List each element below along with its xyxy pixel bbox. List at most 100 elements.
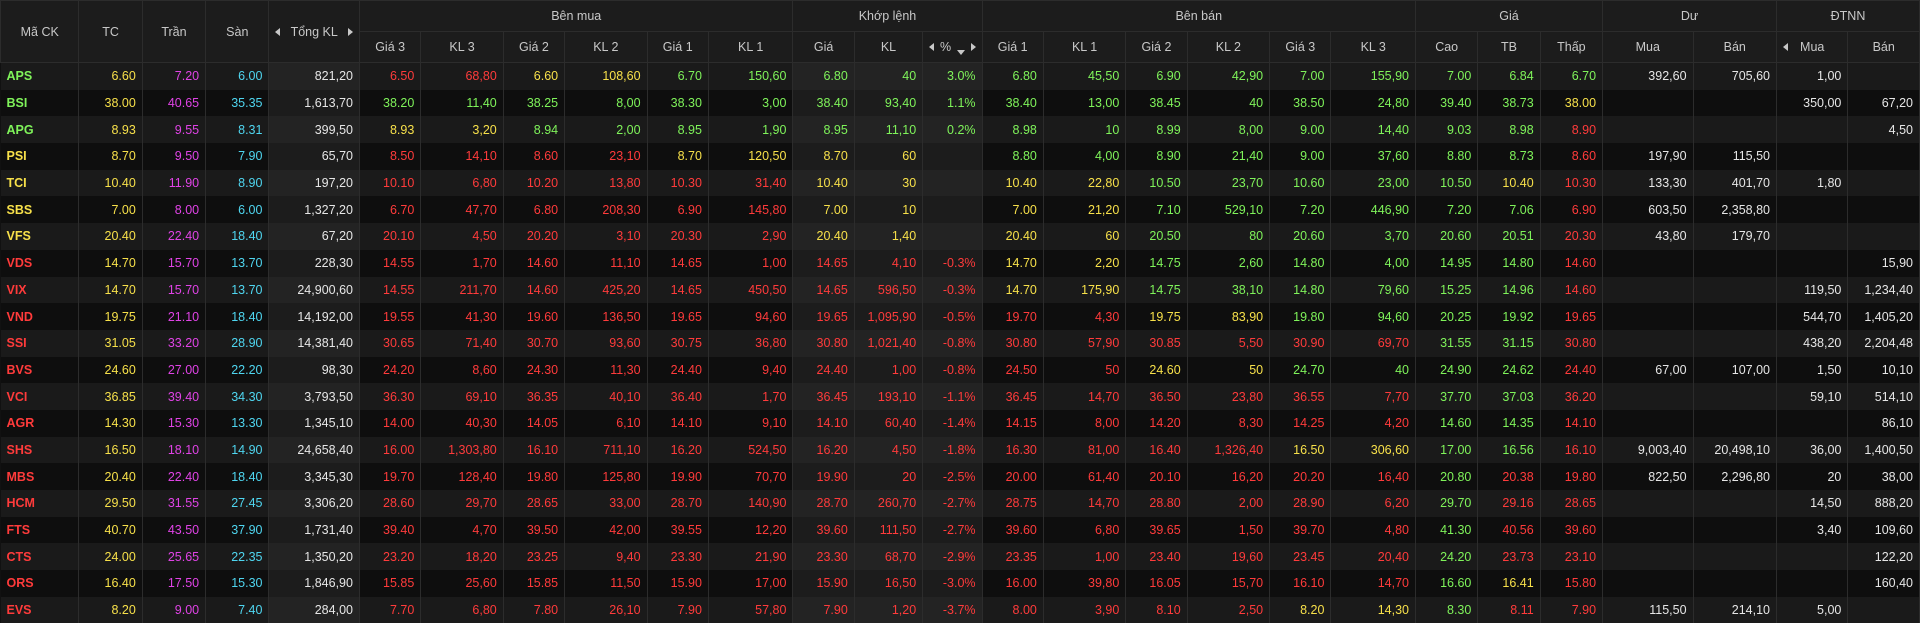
cell-symbol[interactable]: VCI <box>0 383 80 410</box>
cell-ceiling-price: 9.00 <box>142 596 207 623</box>
table-row[interactable]: BSI 38.00 40.65 35.35 1,613,70 38.20 11,40 38.2… <box>0 89 1920 117</box>
cell-symbol[interactable]: VFS <box>0 223 80 250</box>
header-sell-price1[interactable]: Giá 1 <box>981 31 1044 63</box>
cell-symbol[interactable]: SSI <box>0 329 80 357</box>
table-row[interactable]: APG 8.93 9.55 8.31 399,50 8.93 3,20 8.94 2,00 8.9… <box>0 116 1920 144</box>
table-row[interactable]: VFS 20.40 22.40 18.40 67,20 20.10 4,50 20.20 3,1… <box>0 223 1920 250</box>
cell-symbol[interactable]: CTS <box>0 543 80 571</box>
sort-desc-icon[interactable] <box>956 49 965 55</box>
header-match-volume[interactable]: KL <box>853 31 924 63</box>
cell-symbol[interactable]: PSI <box>0 143 80 170</box>
header-sell-price3[interactable]: Giá 3 <box>1269 31 1332 63</box>
cell-high: 31.55 <box>1415 329 1479 357</box>
table-row[interactable]: PSI 8.70 9.50 7.90 65,70 8.50 14,10 8.60 23,10 8.… <box>0 143 1920 170</box>
table-row[interactable]: MBS 20.40 22.40 18.40 3,345,30 19.70 128,40 19.… <box>0 463 1920 490</box>
header-avg[interactable]: TB <box>1477 31 1541 63</box>
cell-surplus-buy <box>1602 276 1694 304</box>
header-sell-vol2[interactable]: KL 2 <box>1186 31 1271 63</box>
cell-buy-vol2: 711,10 <box>564 436 648 464</box>
cell-sell-vol2: 8,30 <box>1187 409 1271 437</box>
cell-ref-price: 38.00 <box>78 89 143 117</box>
toggle-left-icon[interactable] <box>929 43 935 51</box>
header-total-volume[interactable]: Tổng KL <box>268 0 360 63</box>
table-row[interactable]: VDS 14.70 15.70 13.70 228,30 14.55 1,70 14.60 11… <box>0 249 1920 277</box>
cell-symbol[interactable]: VDS <box>0 249 80 277</box>
table-row[interactable]: HCM 29.50 31.55 27.45 3,306,20 28.60 29,70 28.6… <box>0 490 1920 517</box>
cell-symbol[interactable]: BSI <box>0 89 80 117</box>
table-row[interactable]: FTS 40.70 43.50 37.90 1,731,40 39.40 4,70 39.50… <box>0 516 1920 544</box>
header-symbol[interactable]: Mã CK <box>0 0 80 63</box>
cell-buy-vol1: 3,00 <box>708 89 794 117</box>
cell-foreign-sell: 1,405,20 <box>1847 303 1920 330</box>
table-row[interactable]: VND 19.75 21.10 18.40 14,192,00 19.55 41,30 19.… <box>0 303 1920 330</box>
header-surplus-buy[interactable]: Mua <box>1602 31 1694 63</box>
table-row[interactable]: CTS 24.00 25.65 22.35 1,350,20 23.20 18,20 23.2… <box>0 543 1920 571</box>
cell-sell-price3: 20.20 <box>1269 463 1332 490</box>
cell-symbol[interactable]: AGR <box>0 409 80 437</box>
cell-surplus-buy: 197,90 <box>1602 143 1694 170</box>
header-buy-vol1[interactable]: KL 1 <box>707 31 794 63</box>
header-buy-price1[interactable]: Giá 1 <box>646 31 709 63</box>
foreign-left-icon[interactable] <box>1783 43 1788 51</box>
header-sell-vol3[interactable]: KL 3 <box>1330 31 1416 63</box>
scroll-left-icon[interactable] <box>275 27 281 36</box>
cell-foreign-buy <box>1776 409 1849 437</box>
cell-symbol[interactable]: VND <box>0 303 80 330</box>
header-price-group: Giá <box>1414 0 1604 32</box>
cell-foreign-buy: 3,40 <box>1776 516 1849 544</box>
cell-match-volume: 30 <box>854 169 924 197</box>
header-match-percent[interactable]: % <box>922 31 983 63</box>
header-sell-price2[interactable]: Giá 2 <box>1125 31 1188 63</box>
header-high[interactable]: Cao <box>1414 31 1479 63</box>
cell-symbol[interactable]: SBS <box>0 196 80 224</box>
header-foreign-buy[interactable]: Mua <box>1775 31 1849 63</box>
cell-foreign-buy <box>1776 570 1849 597</box>
header-floor[interactable]: Sàn <box>205 0 270 63</box>
cell-symbol[interactable]: BVS <box>0 356 80 384</box>
table-row[interactable]: VIX 14.70 15.70 13.70 24,900,60 14.55 211,70 14… <box>0 276 1920 304</box>
cell-symbol[interactable]: SHS <box>0 436 80 464</box>
cell-buy-price3: 14.55 <box>359 276 422 304</box>
cell-symbol[interactable]: ORS <box>0 570 80 597</box>
cell-buy-price3: 19.70 <box>359 463 422 490</box>
header-buy-price3[interactable]: Giá 3 <box>358 31 422 63</box>
table-row[interactable]: EVS 8.20 9.00 7.40 284,00 7.70 6,80 7.80 26,10 7.… <box>0 596 1920 623</box>
cell-avg: 14.80 <box>1477 249 1541 277</box>
cell-buy-vol3: 11,40 <box>420 89 504 117</box>
header-foreign-sell[interactable]: Bán <box>1847 31 1920 63</box>
table-row[interactable]: AGR 14.30 15.30 13.30 1,345,10 14.00 40,30 14.0… <box>0 409 1920 437</box>
header-sell-vol1[interactable]: KL 1 <box>1042 31 1127 63</box>
cell-ceiling-price: 18.10 <box>142 436 207 464</box>
header-buy-vol2[interactable]: KL 2 <box>564 31 648 63</box>
header-ref[interactable]: TC <box>78 0 143 63</box>
table-row[interactable]: APS 6.60 7.20 6.00 821,20 6.50 68,80 6.60 108,60… <box>0 62 1920 90</box>
cell-symbol[interactable]: TCI <box>0 169 80 197</box>
cell-floor-price: 6.00 <box>205 196 270 224</box>
header-ceiling[interactable]: Trần <box>141 0 207 63</box>
scroll-right-icon[interactable] <box>347 27 353 36</box>
header-low[interactable]: Thấp <box>1539 31 1604 63</box>
cell-symbol[interactable]: MBS <box>0 463 80 490</box>
cell-symbol[interactable]: FTS <box>0 516 80 544</box>
table-row[interactable]: SBS 7.00 8.00 6.00 1,327,20 6.70 47,70 6.80 208,… <box>0 196 1920 224</box>
cell-avg: 20.51 <box>1477 223 1541 250</box>
table-row[interactable]: BVS 24.60 27.00 22.20 98,30 24.20 8,60 24.30 11,… <box>0 356 1920 384</box>
table-row[interactable]: SHS 16.50 18.10 14.90 24,658,40 16.00 1,303,80… <box>0 436 1920 464</box>
cell-symbol[interactable]: HCM <box>0 490 80 517</box>
table-row[interactable]: VCI 36.85 39.40 34.30 3,793,50 36.30 69,10 36.3… <box>0 383 1920 410</box>
table-row[interactable]: SSI 31.05 33.20 28.90 14,381,40 30.65 71,40 30.… <box>0 329 1920 357</box>
cell-symbol[interactable]: APS <box>0 62 80 90</box>
table-row[interactable]: TCI 10.40 11.90 8.90 197,20 10.10 6,80 10.20 13,… <box>0 169 1920 197</box>
toggle-right-icon[interactable] <box>970 43 976 51</box>
cell-symbol[interactable]: VIX <box>0 276 80 304</box>
header-buy-price2[interactable]: Giá 2 <box>502 31 566 63</box>
cell-sell-vol3: 4,80 <box>1330 516 1416 544</box>
cell-symbol[interactable]: EVS <box>0 596 80 623</box>
cell-sell-vol2: 529,10 <box>1187 196 1271 224</box>
cell-symbol[interactable]: APG <box>0 116 80 144</box>
cell-total-volume: 14,381,40 <box>268 329 360 357</box>
table-row[interactable]: ORS 16.40 17.50 15.30 1,846,90 15.85 25,60 15.8… <box>0 570 1920 597</box>
header-surplus-sell[interactable]: Bán <box>1692 31 1778 63</box>
header-match-price[interactable]: Giá <box>792 31 855 63</box>
header-buy-vol3[interactable]: KL 3 <box>420 31 504 63</box>
